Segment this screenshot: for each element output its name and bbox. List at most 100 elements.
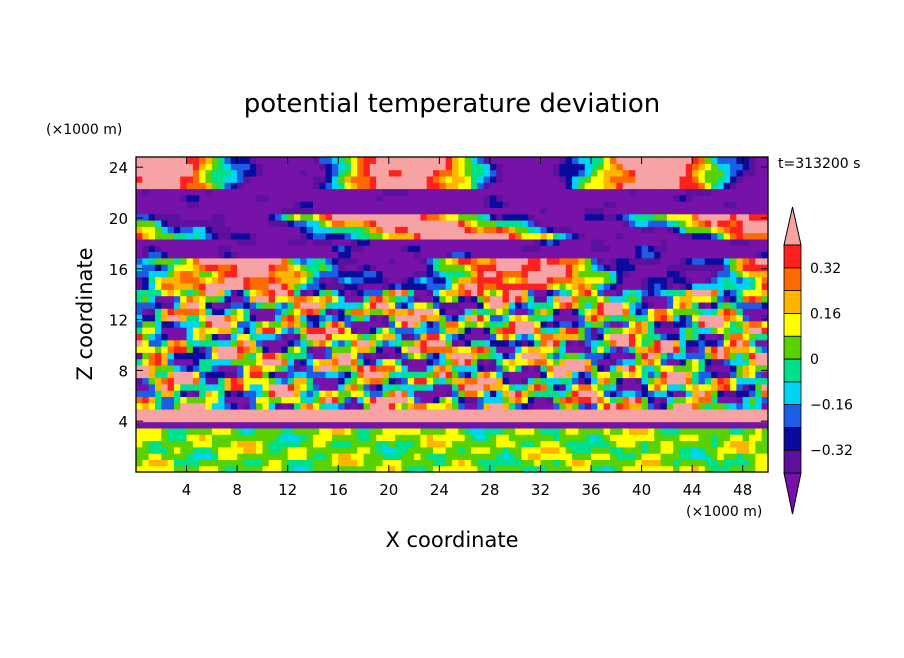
field-cell xyxy=(540,339,548,347)
field-cell xyxy=(173,453,181,460)
field-cell xyxy=(635,257,643,265)
field-cell xyxy=(458,459,466,467)
field-cell xyxy=(723,201,731,208)
field-cell xyxy=(578,188,586,196)
field-cell xyxy=(230,289,238,297)
field-cell xyxy=(344,396,352,404)
field-cell xyxy=(186,409,194,416)
field-cell xyxy=(584,238,592,246)
field-cell xyxy=(388,213,396,221)
field-cell xyxy=(477,409,485,416)
field-cell xyxy=(256,220,263,227)
field-cell xyxy=(660,163,668,171)
field-cell xyxy=(704,446,712,454)
field-cell xyxy=(749,364,756,372)
field-cell xyxy=(578,434,586,442)
field-cell xyxy=(192,301,200,309)
field-cell xyxy=(610,371,617,379)
field-cell xyxy=(224,301,232,309)
field-cell xyxy=(426,409,434,416)
field-cell xyxy=(205,314,213,322)
field-cell xyxy=(275,346,282,353)
field-cell xyxy=(350,213,358,221)
field-cell xyxy=(584,308,592,316)
field-cell xyxy=(755,295,763,303)
field-cell xyxy=(275,427,282,435)
field-cell xyxy=(483,157,491,164)
field-cell xyxy=(287,415,295,423)
field-cell xyxy=(591,427,598,435)
field-cell xyxy=(445,390,453,397)
field-cell xyxy=(584,207,592,215)
field-cell xyxy=(281,251,289,259)
field-cell xyxy=(654,276,662,284)
field-cell xyxy=(395,358,403,366)
field-cell xyxy=(167,301,175,309)
field-cell xyxy=(262,207,270,215)
field-cell xyxy=(407,396,415,404)
field-cell xyxy=(464,339,472,347)
field-cell xyxy=(483,276,491,284)
field-cell xyxy=(268,308,276,316)
field-cell xyxy=(319,264,327,271)
field-cell xyxy=(268,446,276,454)
field-cell xyxy=(294,465,301,472)
field-cell xyxy=(357,352,365,360)
field-cell xyxy=(635,427,643,435)
field-cell xyxy=(363,207,371,215)
field-cell xyxy=(230,446,238,454)
field-cell xyxy=(502,402,510,410)
field-cell xyxy=(578,207,586,215)
field-cell xyxy=(407,188,415,196)
field-cell xyxy=(666,276,674,284)
field-cell xyxy=(306,327,314,334)
field-cell xyxy=(357,333,365,341)
field-cell xyxy=(597,415,605,423)
field-cell xyxy=(673,251,681,259)
field-cell xyxy=(742,163,750,171)
field-cell xyxy=(439,207,447,215)
field-cell xyxy=(508,226,516,234)
field-cell xyxy=(249,371,257,379)
field-cell xyxy=(502,440,510,448)
field-cell xyxy=(243,194,251,202)
field-cell xyxy=(249,346,257,353)
field-cell xyxy=(508,270,516,278)
field-cell xyxy=(154,314,162,322)
field-cell xyxy=(610,175,617,183)
field-cell xyxy=(312,333,320,341)
field-cell xyxy=(584,213,592,221)
field-cell xyxy=(439,465,447,472)
field-cell xyxy=(300,276,308,284)
field-cell xyxy=(470,346,478,353)
field-cell xyxy=(294,446,301,454)
field-cell xyxy=(749,276,756,284)
field-cell xyxy=(540,169,548,177)
field-cell xyxy=(218,207,226,215)
field-cell xyxy=(458,289,466,297)
field-cell xyxy=(281,276,289,284)
field-cell xyxy=(654,295,662,303)
field-cell xyxy=(154,308,162,316)
field-cell xyxy=(161,270,169,278)
field-cell xyxy=(483,339,491,347)
field-cell xyxy=(300,446,308,454)
field-cell xyxy=(268,396,276,404)
field-cell xyxy=(496,415,504,423)
field-cell xyxy=(433,320,440,328)
field-cell xyxy=(407,459,415,467)
field-cell xyxy=(622,245,630,253)
field-cell xyxy=(357,201,365,208)
field-cell xyxy=(515,220,523,227)
field-cell xyxy=(167,188,175,196)
field-cell xyxy=(186,188,194,196)
field-cell xyxy=(350,383,358,391)
field-cell xyxy=(654,440,662,448)
field-cell xyxy=(218,157,226,164)
field-cell xyxy=(502,283,510,290)
field-cell xyxy=(262,383,270,391)
field-cell xyxy=(534,427,542,435)
field-cell xyxy=(527,390,535,397)
field-cell xyxy=(685,465,693,472)
field-cell xyxy=(173,157,181,164)
